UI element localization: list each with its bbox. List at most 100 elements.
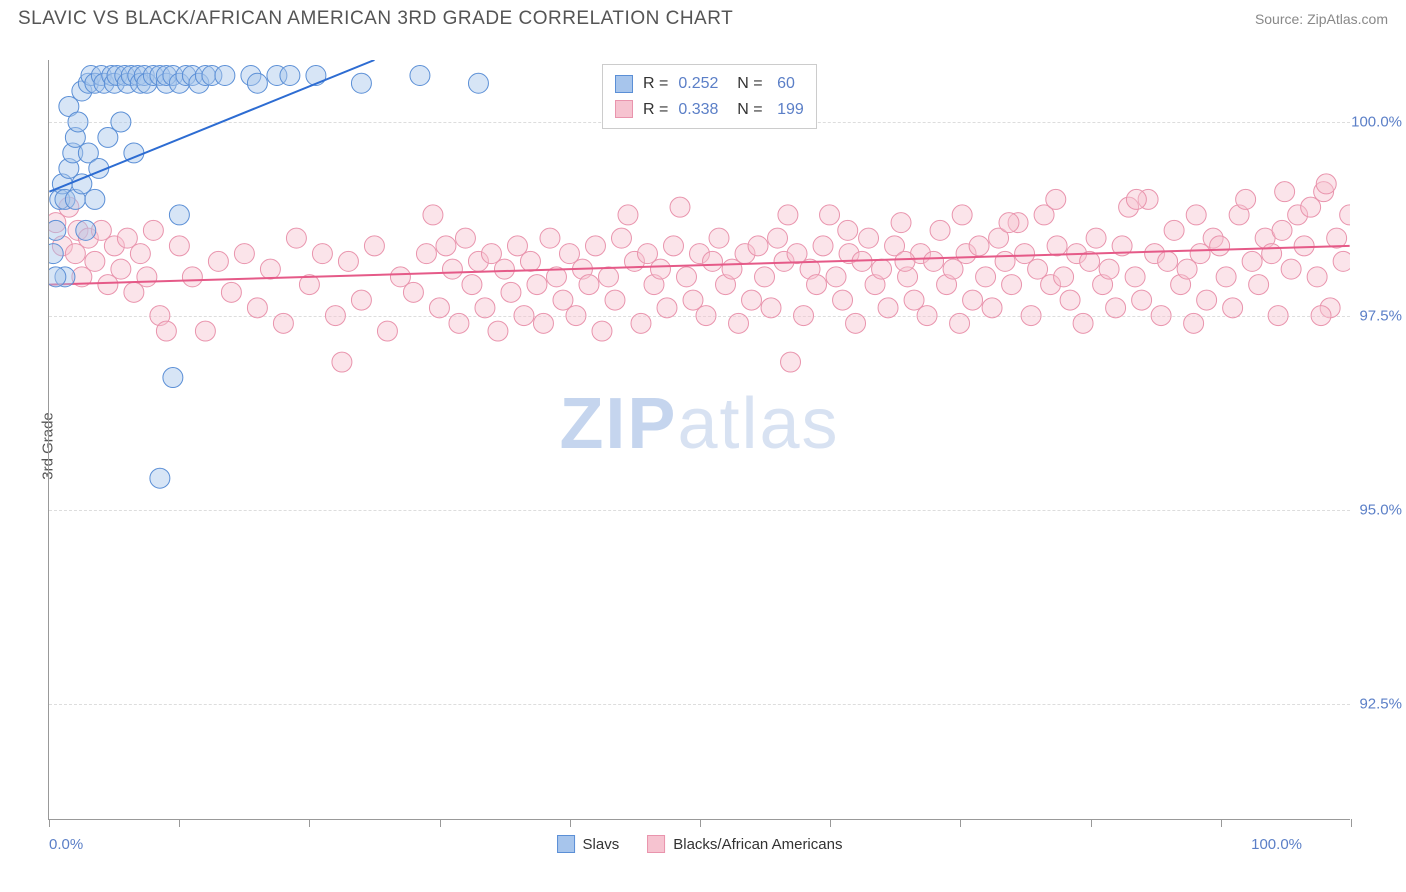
scatter-point: [247, 73, 267, 93]
scatter-point: [1262, 244, 1282, 264]
scatter-point: [794, 306, 814, 326]
scatter-point: [598, 267, 618, 287]
scatter-point: [85, 251, 105, 271]
scatter-point: [182, 267, 202, 287]
scatter-point: [878, 298, 898, 318]
scatter-point: [833, 290, 853, 310]
legend-label: Slavs: [583, 836, 620, 853]
scatter-point: [468, 73, 488, 93]
scatter-point: [677, 267, 697, 287]
x-tick: [570, 819, 571, 827]
scatter-point: [585, 236, 605, 256]
scatter-point: [1236, 189, 1256, 209]
scatter-point: [838, 220, 858, 240]
scatter-point: [924, 251, 944, 271]
legend-swatch: [557, 835, 575, 853]
scatter-point: [813, 236, 833, 256]
scatter-point: [169, 236, 189, 256]
scatter-point: [49, 220, 66, 240]
x-tick: [1351, 819, 1352, 827]
scatter-point: [68, 112, 88, 132]
scatter-point: [891, 213, 911, 233]
scatter-point: [1073, 313, 1093, 333]
legend-item: Slavs: [557, 835, 620, 853]
scatter-point: [49, 267, 66, 287]
scatter-point: [664, 236, 684, 256]
scatter-point: [1132, 290, 1152, 310]
x-tick: [179, 819, 180, 827]
scatter-point: [514, 306, 534, 326]
x-tick: [49, 819, 50, 827]
scatter-point: [475, 298, 495, 318]
scatter-point: [846, 313, 866, 333]
scatter-point: [111, 112, 131, 132]
scatter-point: [423, 205, 443, 225]
scatter-point: [761, 298, 781, 318]
scatter-point: [234, 244, 254, 264]
scatter-point: [351, 290, 371, 310]
scatter-point: [768, 228, 788, 248]
scatter-point: [286, 228, 306, 248]
scatter-point: [429, 298, 449, 318]
scatter-point: [520, 251, 540, 271]
scatter-point: [826, 267, 846, 287]
y-tick-label: 100.0%: [1351, 114, 1402, 131]
scatter-point: [742, 290, 762, 310]
scatter-point: [651, 259, 671, 279]
scatter-point: [280, 66, 300, 86]
scatter-point: [455, 228, 475, 248]
scatter-point: [592, 321, 612, 341]
scatter-point: [332, 352, 352, 372]
scatter-point: [137, 267, 157, 287]
scatter-point: [1125, 267, 1145, 287]
scatter-point: [1210, 236, 1230, 256]
scatter-point: [85, 189, 105, 209]
scatter-point: [325, 306, 345, 326]
scatter-point: [364, 236, 384, 256]
scatter-point: [1311, 306, 1331, 326]
scatter-point: [403, 282, 423, 302]
y-tick-label: 92.5%: [1359, 695, 1402, 712]
stat-r-value: 0.252: [678, 71, 718, 97]
x-tick: [440, 819, 441, 827]
scatter-point: [1197, 290, 1217, 310]
scatter-point: [1316, 174, 1336, 194]
scatter-point: [215, 66, 235, 86]
scatter-point: [872, 259, 892, 279]
scatter-point: [859, 228, 879, 248]
x-tick: [309, 819, 310, 827]
scatter-point: [1333, 251, 1350, 271]
x-tick: [1091, 819, 1092, 827]
chart-source: Source: ZipAtlas.com: [1255, 11, 1388, 27]
scatter-point: [501, 282, 521, 302]
scatter-point: [963, 290, 983, 310]
scatter-point: [1164, 220, 1184, 240]
scatter-point: [1216, 267, 1236, 287]
scatter-point: [410, 66, 430, 86]
scatter-point: [1126, 189, 1146, 209]
scatter-point: [247, 298, 267, 318]
scatter-point: [1047, 236, 1067, 256]
scatter-point: [670, 197, 690, 217]
scatter-point: [130, 244, 150, 264]
scatter-point: [969, 236, 989, 256]
scatter-point: [273, 313, 293, 333]
scatter-point: [1294, 236, 1314, 256]
scatter-point: [755, 267, 775, 287]
x-tick: [1221, 819, 1222, 827]
scatter-point: [416, 244, 436, 264]
scatter-point: [1307, 267, 1327, 287]
scatter-point: [377, 321, 397, 341]
scatter-point: [1002, 275, 1022, 295]
legend-label: Blacks/African Americans: [673, 836, 842, 853]
stat-n-label: N =: [728, 71, 762, 97]
scatter-point: [611, 228, 631, 248]
scatter-point: [494, 259, 514, 279]
y-tick-label: 95.0%: [1359, 501, 1402, 518]
legend-swatch: [615, 75, 633, 93]
scatter-point: [143, 220, 163, 240]
x-tick: [700, 819, 701, 827]
stat-n-value: 60: [773, 71, 795, 97]
scatter-point: [208, 251, 228, 271]
scatter-point: [1158, 251, 1178, 271]
